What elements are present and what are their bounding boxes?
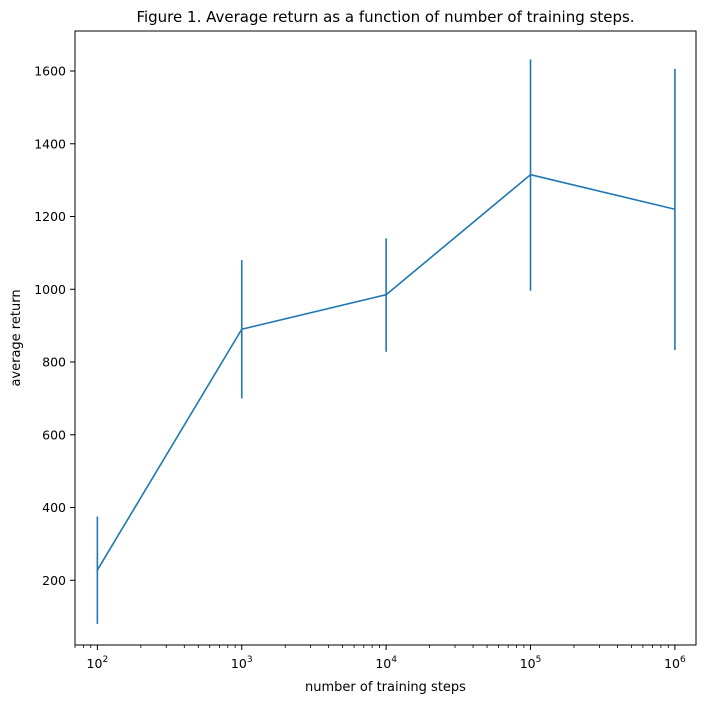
x-tick-base: 10 (87, 656, 103, 671)
x-tick-label: 105 (520, 655, 542, 671)
y-tick-label: 1600 (34, 64, 66, 79)
x-axis-title: number of training steps (305, 680, 466, 695)
y-tick-label: 1000 (34, 282, 66, 297)
plot-marks (96, 59, 676, 624)
x-tick-label: 106 (664, 655, 686, 671)
plot-frame (74, 30, 697, 646)
y-tick-label: 800 (42, 355, 66, 370)
x-tick-base: 10 (520, 656, 536, 671)
y-tick-label: 400 (42, 500, 66, 515)
x-tick-exponent: 6 (680, 655, 686, 665)
y-tick-label: 1400 (34, 136, 66, 151)
x-tick-base: 10 (664, 656, 680, 671)
y-axis: 200 400 600 800 1000 1200 1400 1600 (34, 64, 75, 588)
y-tick-label: 1200 (34, 209, 66, 224)
x-tick-exponent: 2 (102, 655, 108, 665)
y-tick-label: 200 (42, 573, 66, 588)
x-axis: 102 103 104 105 106 (74, 645, 686, 671)
y-tick-label: 600 (42, 427, 66, 442)
x-tick-exponent: 4 (391, 655, 397, 665)
x-tick-label: 102 (87, 655, 109, 671)
x-tick-base: 10 (231, 656, 247, 671)
x-tick-label: 104 (375, 655, 397, 671)
chart-title: Figure 1. Average return as a function o… (136, 8, 634, 26)
y-axis-title: average return (9, 289, 24, 386)
x-tick-exponent: 3 (247, 655, 253, 665)
x-tick-base: 10 (375, 656, 391, 671)
x-tick-label: 103 (231, 655, 253, 671)
x-tick-exponent: 5 (536, 655, 542, 665)
